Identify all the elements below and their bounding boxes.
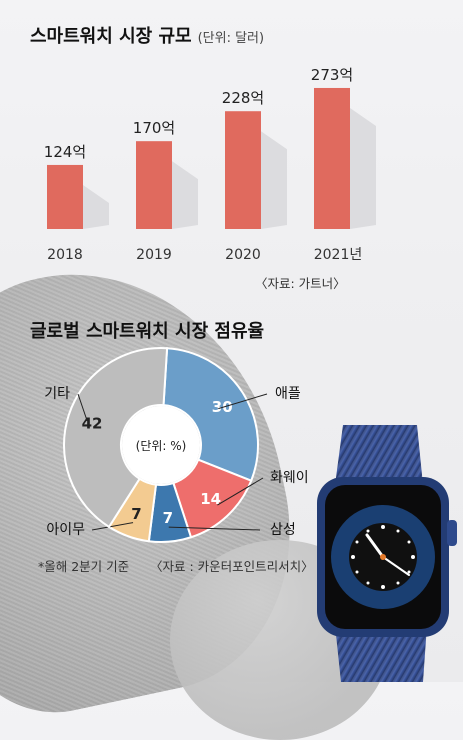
pie-chart-note: *올해 2분기 기준: [38, 559, 130, 574]
bar-chart-title-row: 스마트워치 시장 규모 (단위: 달러): [30, 22, 264, 48]
bar-category-label: 2019: [136, 247, 172, 263]
bar-2020: [225, 111, 261, 229]
pie-center-label: (단위: %): [136, 439, 187, 453]
bar-chart-title: 스마트워치 시장 규모: [30, 26, 192, 47]
pie-leader-line: [77, 393, 88, 422]
pie-slice-label: 삼성: [270, 522, 296, 538]
pie-chart-source: 〈자료 : 카운터포인트리서치〉: [150, 559, 314, 574]
pie-slice-기타: [63, 347, 169, 529]
pie-slice-label: 기타: [44, 386, 70, 402]
pie-value-label: 42: [82, 415, 103, 433]
bar-2021년: [314, 87, 350, 229]
pie-leader-line: [218, 393, 268, 410]
pie-slice-애플: [162, 347, 259, 483]
pie-value-label: 7: [163, 509, 173, 527]
bar-value-label: 124억: [44, 143, 86, 161]
bar-value-label: 273억: [311, 66, 353, 84]
pie-leader-line: [91, 522, 134, 531]
pie-slice-label: 애플: [275, 386, 301, 402]
pie-value-label: 14: [200, 490, 221, 508]
bar-shadow: [83, 184, 109, 229]
pie-chart-title: 글로벌 스마트워치 시장 점유율: [30, 321, 265, 342]
pie-slice-label: 아이무: [46, 522, 85, 538]
pie-center: [122, 406, 200, 484]
pie-slice-label: 화웨이: [270, 470, 309, 486]
bar-2018: [47, 164, 83, 229]
bar-chart-source: 〈자료: 가트너〉: [255, 276, 346, 291]
smartwatch-image: [317, 425, 457, 682]
bar-shadow: [261, 131, 287, 229]
bar-2019: [136, 141, 172, 229]
pie-value-label: 7: [131, 505, 141, 523]
bar-shadow: [172, 161, 198, 229]
bar-chart-unit: (단위: 달러): [197, 31, 265, 46]
pie-leader-line: [168, 526, 261, 531]
pie-leader-line: [217, 477, 264, 506]
bar-category-label: 2018: [47, 247, 83, 263]
bar-category-label: 2020: [225, 247, 261, 263]
bar-category-label: 2021년: [314, 247, 363, 263]
bar-value-label: 228억: [222, 89, 264, 107]
bar-shadow: [350, 107, 376, 229]
bar-value-label: 170억: [133, 119, 175, 137]
bar-chart: 124억 2018 170억 2019 228억 2020 273억 2021년: [44, 66, 376, 263]
